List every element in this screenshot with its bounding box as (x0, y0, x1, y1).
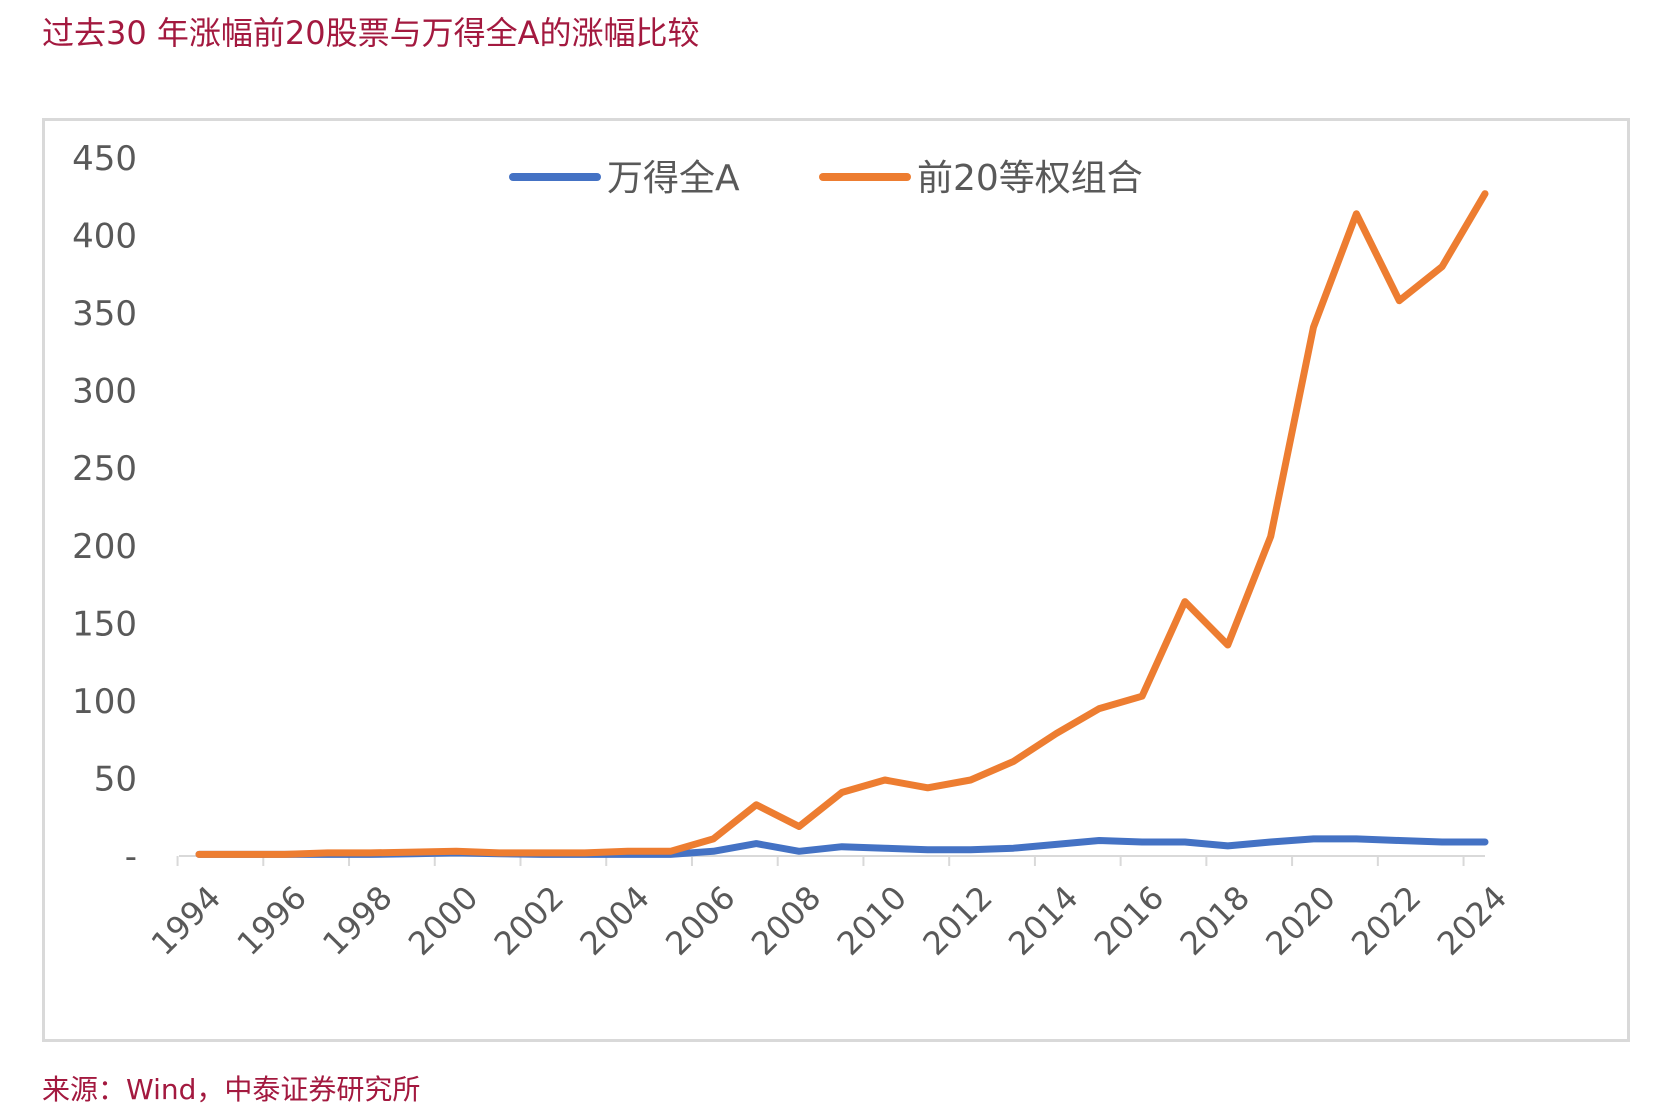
chart-title: 过去30 年涨幅前20股票与万得全A的涨幅比较 (42, 14, 700, 52)
x-tick-label: 2020 (1258, 878, 1342, 962)
y-tick-label: 50 (94, 759, 137, 799)
x-tick-label: 2016 (1087, 878, 1171, 962)
x-tick-label: 2000 (401, 878, 485, 962)
y-tick-label: 300 (72, 372, 137, 412)
y-tick-label: 150 (72, 604, 137, 644)
x-tick-label: 2004 (572, 878, 656, 962)
legend-label-1: 前20等权组合 (917, 158, 1143, 199)
y-tick-label: 450 (72, 139, 137, 179)
x-tick-label: 2018 (1173, 878, 1257, 962)
y-tick-label: 350 (72, 294, 137, 334)
x-tick-label: 2002 (487, 878, 571, 962)
series-line-1 (195, 190, 1489, 858)
x-tick-label: 1998 (315, 878, 399, 962)
x-tick-label: 2006 (658, 878, 742, 962)
x-tick-label: 1994 (144, 878, 228, 962)
y-tick-label: - (125, 837, 137, 877)
x-tick-label: 2024 (1430, 878, 1514, 962)
x-tick-label: 2022 (1344, 878, 1428, 962)
y-tick-label: 250 (72, 449, 137, 489)
legend-label-0: 万得全A (607, 158, 740, 199)
x-tick-label: 2012 (915, 878, 999, 962)
x-tick-label: 1996 (229, 878, 313, 962)
x-tick-label: 2008 (744, 878, 828, 962)
y-tick-label: 400 (72, 217, 137, 257)
source-note: 来源：Wind，中泰证券研究所 (42, 1073, 421, 1106)
y-tick-label: 100 (72, 682, 137, 722)
chart-frame: -50 100 150 200 250 300 350 400 450 1994 1996 1998 2… (42, 118, 1630, 1042)
y-tick-label: 200 (72, 527, 137, 567)
x-tick-label: 2010 (830, 878, 914, 962)
x-tick-label: 2014 (1001, 878, 1085, 962)
